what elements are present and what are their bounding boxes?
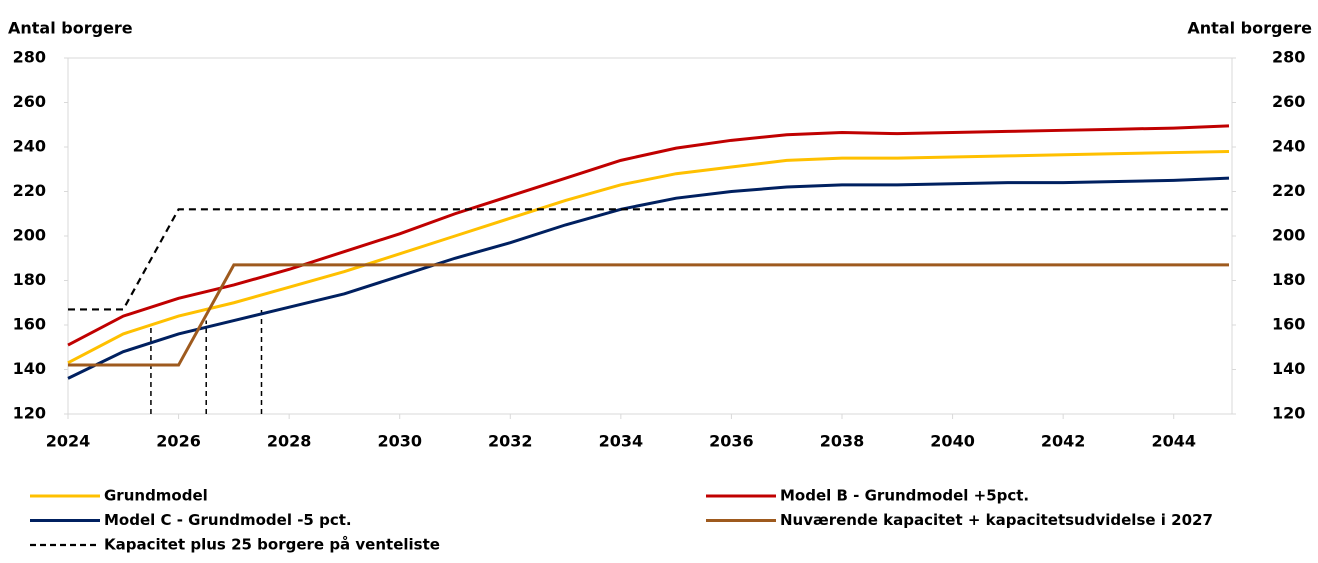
y-tick-label: 280 <box>13 48 46 67</box>
legend-label: Grundmodel <box>104 487 208 505</box>
y-tick-label: 240 <box>13 137 46 156</box>
y2-tick-label: 280 <box>1272 48 1305 67</box>
y2-tick-label: 180 <box>1272 270 1305 289</box>
y-tick-label: 220 <box>13 181 46 200</box>
legend-label: Nuværende kapacitet + kapacitetsudvidels… <box>780 511 1213 529</box>
plot-frame <box>67 57 1233 415</box>
y2-tick-label: 140 <box>1272 359 1305 378</box>
series-line <box>67 124 1230 347</box>
y-tick-label: 120 <box>13 404 46 423</box>
series-line <box>67 176 1230 380</box>
series-line <box>68 208 1229 311</box>
x-tick-label: 2030 <box>377 432 422 451</box>
y-tick-label: 260 <box>13 92 46 111</box>
x-tick-label: 2038 <box>820 432 865 451</box>
series-line <box>67 149 1230 365</box>
x-tick-label: 2024 <box>46 432 91 451</box>
x-tick-label: 2036 <box>709 432 754 451</box>
y2-tick-label: 220 <box>1272 181 1305 200</box>
y2-tick-label: 240 <box>1272 137 1305 156</box>
legend-label: Model B - Grundmodel +5pct. <box>780 487 1029 505</box>
x-tick-label: 2026 <box>156 432 201 451</box>
y-tick-label: 200 <box>13 226 46 245</box>
y-tick-label: 140 <box>13 359 46 378</box>
x-tick-label: 2034 <box>599 432 644 451</box>
y-axis-label: Antal borgere <box>8 19 133 38</box>
y-tick-label: 160 <box>13 315 46 334</box>
x-tick-label: 2040 <box>930 432 975 451</box>
legend-label: Model C - Grundmodel -5 pct. <box>104 511 352 529</box>
series-line <box>68 263 1229 367</box>
y2-tick-label: 260 <box>1272 92 1305 111</box>
x-tick-label: 2032 <box>488 432 533 451</box>
y2-tick-label: 200 <box>1272 226 1305 245</box>
y-tick-label: 180 <box>13 270 46 289</box>
legend-label: Kapacitet plus 25 borgere på venteliste <box>104 536 440 554</box>
x-tick-label: 2042 <box>1041 432 1086 451</box>
y2-axis-label: Antal borgere <box>1187 19 1312 38</box>
x-tick-label: 2044 <box>1151 432 1196 451</box>
y2-tick-label: 160 <box>1272 315 1305 334</box>
x-tick-label: 2028 <box>267 432 312 451</box>
y2-tick-label: 120 <box>1272 404 1305 423</box>
